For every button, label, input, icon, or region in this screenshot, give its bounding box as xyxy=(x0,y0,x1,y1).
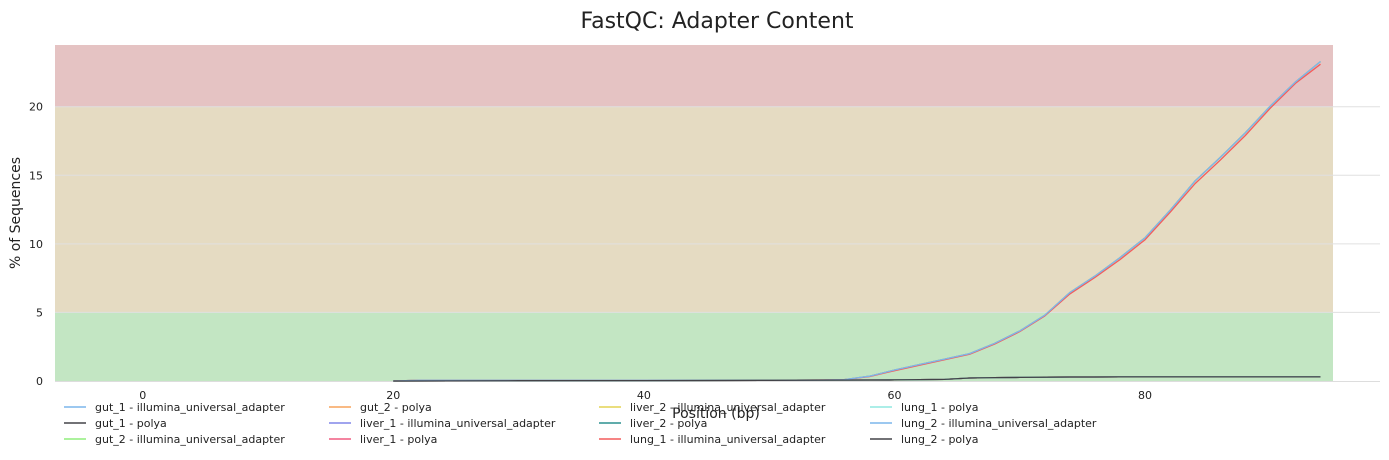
y-tick-15: 15 xyxy=(29,169,43,182)
legend: gut_1 - illumina_universal_adapter gut_1 … xyxy=(64,401,1097,446)
y-tick-10: 10 xyxy=(29,238,43,251)
x-tick-0: 0 xyxy=(139,389,146,402)
legend-item-7: liver_2 - polya xyxy=(630,417,707,430)
band-1 xyxy=(55,106,1333,313)
x-tick-20: 20 xyxy=(386,389,400,402)
series-lines xyxy=(393,60,1321,382)
legend-item-10: lung_2 - illumina_universal_adapter xyxy=(901,417,1097,430)
x-axis-label: Position (bp) xyxy=(672,406,760,422)
status-bands xyxy=(55,45,1333,381)
legend-item-5: liver_1 - polya xyxy=(360,433,437,446)
x-tick-80: 80 xyxy=(1138,389,1152,402)
legend-item-9: lung_1 - polya xyxy=(901,401,978,414)
legend-item-1: gut_1 - polya xyxy=(95,417,167,430)
legend-item-6: liver_2 - illumina_universal_adapter xyxy=(630,401,826,414)
legend-item-8: lung_1 - illumina_universal_adapter xyxy=(630,433,826,446)
y-tick-0: 0 xyxy=(36,375,43,388)
legend-item-0: gut_1 - illumina_universal_adapter xyxy=(95,401,285,414)
band-0 xyxy=(55,312,1333,381)
legend-item-3: gut_2 - polya xyxy=(360,401,432,414)
x-tick-60: 60 xyxy=(887,389,901,402)
y-tick-labels: 0 5 10 15 20 xyxy=(29,101,43,388)
chart-title: FastQC: Adapter Content xyxy=(580,9,853,34)
series-line-11 xyxy=(393,376,1321,382)
x-tick-40: 40 xyxy=(637,389,651,402)
legend-item-2: gut_2 - illumina_universal_adapter xyxy=(95,433,285,446)
legend-item-11: lung_2 - polya xyxy=(901,433,978,446)
gridlines xyxy=(55,106,1380,313)
y-tick-5: 5 xyxy=(36,306,43,319)
y-tick-20: 20 xyxy=(29,101,43,114)
x-tick-labels: 0 20 40 60 80 xyxy=(139,389,1152,402)
y-axis-label: % of Sequences xyxy=(8,157,24,269)
legend-item-4: liver_1 - illumina_universal_adapter xyxy=(360,417,556,430)
band-2 xyxy=(55,45,1333,107)
